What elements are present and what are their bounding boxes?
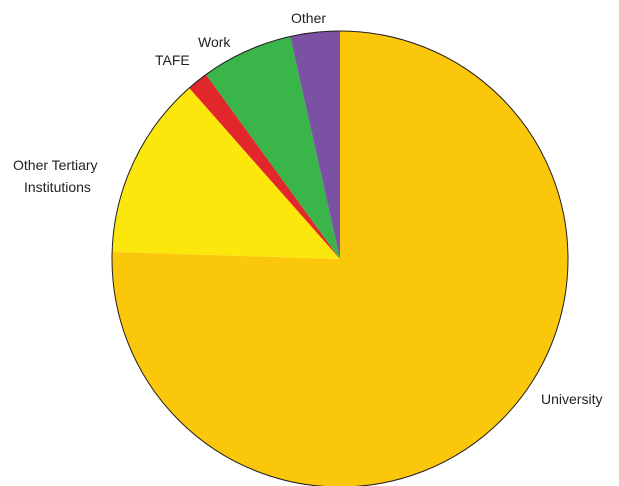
label-other-tertiary-line2: Institutions <box>24 179 91 195</box>
slice-other <box>290 30 340 259</box>
slice-university <box>112 31 568 486</box>
slice-work <box>205 36 340 259</box>
slice-other-tertiary-institutions <box>112 87 340 259</box>
label-university: University <box>541 391 602 407</box>
pie-outline <box>111 30 569 486</box>
pie-slices <box>111 30 569 486</box>
label-work: Work <box>198 34 231 50</box>
label-tafe: TAFE <box>155 52 190 68</box>
slice-tafe <box>189 74 340 259</box>
label-other-tertiary-line1: Other Tertiary <box>13 157 98 173</box>
label-other: Other <box>291 10 326 26</box>
